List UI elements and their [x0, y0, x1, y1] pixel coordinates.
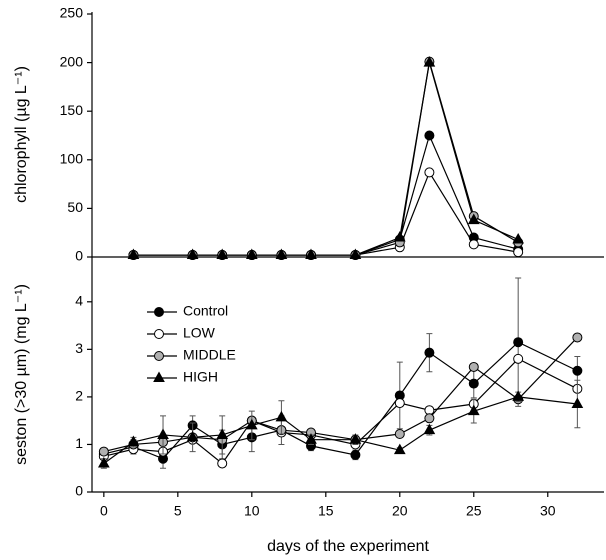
data-point [467, 213, 480, 225]
x-tick-label: 15 [318, 503, 334, 519]
y-tick-label: 1 [75, 435, 83, 451]
y-tick-label: 2 [75, 388, 83, 404]
y-tick-label: 4 [75, 292, 83, 308]
y-tick-label: 100 [60, 151, 84, 167]
legend-marker [153, 371, 165, 382]
legend-marker [154, 307, 164, 317]
data-point [468, 239, 479, 250]
series-line [103, 337, 578, 453]
data-point [349, 248, 362, 260]
x-tick-label: 10 [244, 503, 260, 519]
data-point [572, 332, 583, 343]
data-point [216, 248, 229, 260]
data-point [424, 347, 435, 358]
data-point [513, 353, 524, 364]
legend-label: HIGH [183, 369, 218, 385]
data-point [424, 167, 435, 178]
data-point [394, 398, 405, 409]
data-point [275, 248, 288, 260]
y-tick-label: 200 [60, 53, 84, 69]
data-point [467, 404, 480, 416]
series-line [133, 133, 519, 256]
data-point [572, 365, 583, 376]
data-point [97, 456, 110, 468]
x-tick-label: 25 [466, 503, 482, 519]
data-point [217, 458, 228, 469]
data-point [513, 337, 524, 348]
y-tick-label: 3 [75, 340, 83, 356]
data-point [305, 248, 317, 260]
x-axis-label: days of the experiment [267, 538, 429, 555]
x-tick-label: 5 [174, 503, 182, 519]
legend-label: LOW [183, 325, 216, 341]
series-line [103, 341, 578, 460]
legend-marker [154, 351, 164, 361]
y-tick-label: 150 [60, 102, 84, 118]
data-point [424, 130, 435, 141]
y-tick-label: 50 [67, 199, 83, 215]
y-tick-label: 0 [75, 248, 83, 264]
data-point [513, 247, 524, 258]
series-line [133, 171, 519, 256]
series-line [133, 61, 519, 256]
data-point [216, 428, 229, 439]
data-point [512, 390, 525, 401]
data-point [186, 248, 199, 260]
data-point [157, 428, 169, 439]
x-tick-label: 20 [392, 503, 408, 519]
data-point [393, 443, 406, 455]
data-point [186, 430, 199, 442]
data-point [305, 433, 317, 444]
data-point [423, 56, 436, 67]
data-point [512, 232, 525, 244]
data-point [127, 435, 140, 447]
series-line [103, 358, 578, 465]
y-axis-label: chlorophyll (µg L⁻¹) [13, 66, 30, 203]
data-point [393, 231, 406, 242]
y-tick-label: 250 [60, 5, 84, 21]
data-point [350, 449, 361, 460]
y-tick-label: 0 [75, 483, 83, 499]
series-line [133, 62, 519, 256]
data-point [424, 413, 435, 424]
data-point [423, 423, 436, 435]
data-point [245, 418, 258, 430]
legend-label: MIDDLE [183, 347, 236, 363]
data-point [468, 361, 479, 372]
data-point [349, 433, 362, 444]
data-point [275, 410, 288, 422]
series-line [103, 396, 578, 464]
y-axis-label: seston (>30 µm) (mg L⁻¹) [13, 284, 30, 465]
data-point [98, 446, 109, 457]
data-point [394, 428, 405, 439]
data-point [468, 378, 479, 389]
data-point [571, 397, 584, 409]
legend-marker [154, 329, 164, 339]
data-point [245, 248, 258, 260]
legend-label: Control [183, 303, 228, 319]
data-point [127, 248, 140, 260]
x-tick-label: 30 [540, 503, 556, 519]
x-tick-label: 0 [100, 503, 108, 519]
